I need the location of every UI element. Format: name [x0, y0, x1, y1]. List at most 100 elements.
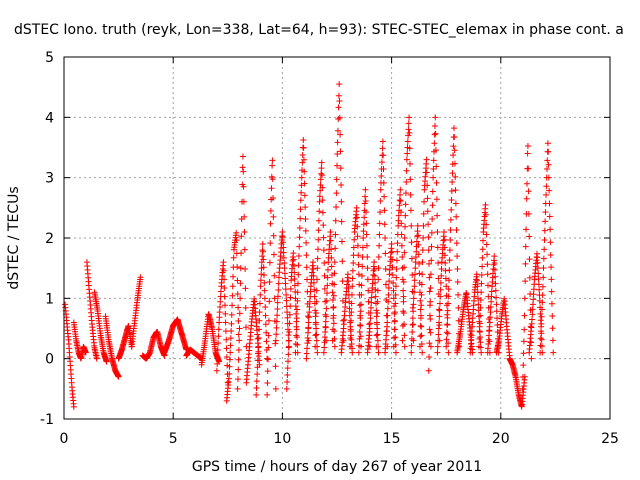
data-point	[356, 335, 363, 342]
data-point	[240, 183, 247, 190]
data-point	[427, 271, 434, 278]
data-point	[347, 326, 354, 333]
data-point	[491, 253, 498, 260]
data-point	[312, 321, 319, 328]
data-point	[295, 271, 302, 278]
data-point	[539, 299, 546, 306]
data-point	[318, 165, 325, 172]
data-point	[313, 309, 320, 316]
data-point	[227, 349, 234, 356]
data-point	[366, 321, 373, 328]
data-point	[402, 190, 409, 197]
data-point	[313, 331, 320, 338]
data-point	[303, 252, 310, 259]
data-point	[299, 152, 306, 159]
arc-17	[272, 228, 292, 350]
data-point	[391, 303, 398, 310]
data-point	[441, 252, 448, 259]
data-point	[451, 125, 457, 132]
data-point	[373, 313, 380, 320]
data-point	[491, 259, 498, 266]
data-point	[214, 347, 221, 354]
arc-5	[115, 323, 135, 362]
data-point	[320, 247, 327, 254]
data-point	[407, 160, 414, 167]
data-point	[426, 312, 433, 319]
data-point	[397, 209, 404, 216]
data-point	[269, 176, 276, 183]
data-point	[399, 337, 406, 344]
arc-2	[83, 259, 100, 362]
data-point	[316, 198, 323, 205]
data-point	[358, 272, 365, 279]
data-point	[407, 176, 414, 183]
data-point	[257, 283, 264, 290]
data-point	[408, 342, 415, 349]
data-point	[545, 148, 552, 155]
data-point	[374, 337, 381, 344]
data-point	[272, 385, 279, 392]
data-point	[235, 347, 242, 354]
data-point	[228, 311, 235, 318]
arc-45	[537, 140, 557, 356]
data-point	[216, 314, 223, 321]
data-point	[525, 165, 532, 172]
data-point	[222, 319, 229, 326]
data-point	[535, 281, 542, 288]
data-point	[270, 251, 277, 258]
data-point	[547, 239, 554, 246]
data-point	[360, 228, 367, 235]
data-point	[215, 333, 222, 340]
data-point	[477, 297, 484, 304]
data-point	[238, 233, 245, 240]
data-point	[297, 197, 304, 204]
data-point	[484, 261, 491, 268]
data-point	[275, 280, 282, 287]
data-point	[226, 363, 233, 370]
data-point	[433, 196, 440, 203]
data-point	[319, 197, 326, 204]
data-point	[434, 349, 441, 356]
data-point	[448, 206, 455, 213]
data-point	[445, 293, 452, 300]
data-point	[363, 220, 370, 227]
data-point	[216, 319, 223, 326]
data-point	[395, 222, 402, 229]
data-point	[280, 254, 287, 261]
arc-40	[484, 253, 502, 356]
data-point	[392, 300, 399, 307]
data-point	[220, 267, 227, 274]
data-point	[317, 187, 324, 194]
data-point	[263, 338, 270, 345]
data-point	[454, 266, 461, 273]
data-point	[417, 333, 424, 340]
data-point	[410, 321, 417, 328]
data-point	[310, 266, 317, 273]
data-point	[255, 343, 262, 350]
data-point	[284, 314, 291, 321]
data-point	[355, 271, 362, 278]
x-tick-label: 0	[60, 431, 69, 447]
data-point	[486, 319, 493, 326]
data-point	[287, 303, 294, 310]
data-point	[297, 215, 304, 222]
data-point	[478, 272, 485, 279]
data-point	[103, 358, 110, 365]
data-point	[419, 259, 426, 266]
data-point	[544, 140, 551, 147]
y-tick-label: -1	[40, 412, 54, 428]
data-point	[441, 244, 448, 251]
data-point	[548, 300, 555, 307]
data-point	[441, 228, 448, 235]
data-point	[427, 329, 434, 336]
data-point	[408, 255, 415, 262]
data-point	[290, 263, 297, 270]
data-point	[287, 294, 294, 301]
data-point	[530, 286, 537, 293]
data-point	[321, 334, 328, 341]
data-point	[442, 267, 449, 274]
data-point	[420, 210, 427, 217]
data-point	[425, 221, 432, 228]
arc-15	[253, 241, 271, 398]
data-point	[384, 305, 391, 312]
